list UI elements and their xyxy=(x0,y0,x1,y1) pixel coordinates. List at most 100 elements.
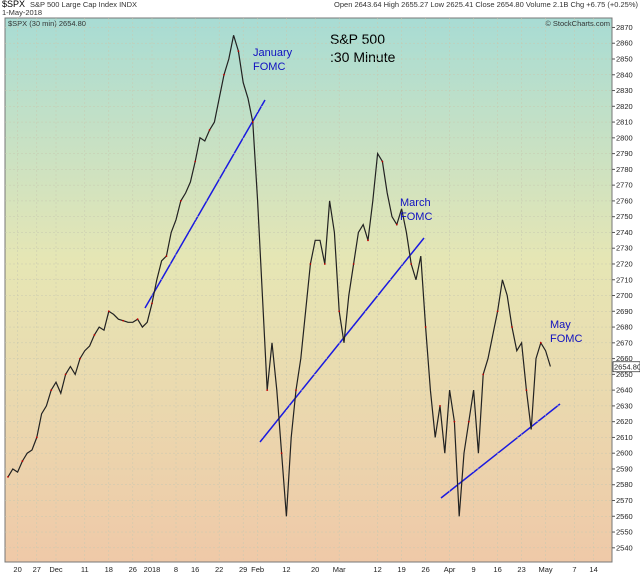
x-tick-label: 18 xyxy=(105,565,113,574)
price-point xyxy=(7,475,9,478)
x-tick-label: Feb xyxy=(251,565,264,574)
price-point xyxy=(323,263,326,265)
x-tick-label: 16 xyxy=(191,565,199,574)
date: 1-May-2018 xyxy=(2,8,42,17)
price-point xyxy=(194,160,197,163)
price-point xyxy=(511,326,513,328)
y-tick-label: 2820 xyxy=(616,102,633,111)
x-tick-label: 8 xyxy=(174,565,178,574)
x-tick-label: May xyxy=(539,565,553,574)
y-tick-label: 2730 xyxy=(616,244,633,253)
x-tick-label: 26 xyxy=(129,565,137,574)
annotation: FOMC xyxy=(253,61,285,73)
x-tick-label: 23 xyxy=(517,565,525,574)
quote: Open 2643.64 High 2655.27 Low 2625.41 Cl… xyxy=(334,0,638,9)
y-tick-label: 2710 xyxy=(616,275,633,284)
y-tick-label: 2840 xyxy=(616,70,633,79)
x-tick-label: Dec xyxy=(49,565,63,574)
y-tick-label: 2610 xyxy=(616,433,633,442)
legend: $SPX (30 min) 2654.80 xyxy=(8,19,86,28)
y-tick-label: 2850 xyxy=(616,54,633,63)
price-point xyxy=(251,121,254,123)
x-tick-label: 20 xyxy=(13,565,21,574)
price-point xyxy=(266,389,269,392)
y-tick-label: 2700 xyxy=(616,291,633,300)
plot-area xyxy=(4,17,613,563)
x-tick-label: 12 xyxy=(373,565,381,574)
y-tick-label: 2580 xyxy=(616,480,633,489)
trend-line xyxy=(259,237,425,443)
x-tick-label: 7 xyxy=(572,565,576,574)
price-point xyxy=(122,319,125,322)
x-tick-label: 29 xyxy=(239,565,247,574)
price-point xyxy=(467,420,470,423)
last-price-label: 2654.80 xyxy=(614,362,640,371)
price-point xyxy=(79,357,81,360)
x-tick-label: 27 xyxy=(33,565,41,574)
y-tick-label: 2690 xyxy=(616,307,633,316)
x-tick-label: 2018 xyxy=(144,565,161,574)
y-tick-label: 2740 xyxy=(616,228,633,237)
credit: © StockCharts.com xyxy=(545,19,610,28)
y-tick-label: 2810 xyxy=(616,118,633,127)
price-point xyxy=(208,129,211,131)
price-point xyxy=(223,73,225,76)
price-point xyxy=(35,436,38,439)
y-tick-label: 2750 xyxy=(616,212,633,221)
annotation: May xyxy=(550,319,571,331)
last-price-box xyxy=(612,361,640,373)
y-tick-label: 2620 xyxy=(616,417,633,426)
x-tick-label: 16 xyxy=(493,565,501,574)
x-tick-label: 26 xyxy=(421,565,429,574)
price-point xyxy=(107,310,110,313)
y-tick-label: 2760 xyxy=(616,196,633,205)
y-tick-label: 2800 xyxy=(616,133,633,142)
y-tick-label: 2660 xyxy=(616,354,633,363)
price-point xyxy=(165,255,168,257)
price-point xyxy=(295,389,297,392)
price-point xyxy=(280,452,283,455)
price-point xyxy=(151,302,153,305)
x-tick-label: Apr xyxy=(444,565,456,574)
annotation: March xyxy=(400,197,431,209)
y-tick-label: 2630 xyxy=(616,401,633,410)
price-point xyxy=(309,263,312,265)
x-tick-label: 14 xyxy=(589,565,597,574)
price-point xyxy=(496,310,499,313)
trend-line xyxy=(440,403,561,499)
annotation: FOMC xyxy=(550,333,582,345)
y-tick-label: 2670 xyxy=(616,338,633,347)
price-point xyxy=(453,420,456,423)
price-line xyxy=(7,35,551,517)
y-tick-label: 2680 xyxy=(616,323,633,332)
y-tick-label: 2550 xyxy=(616,528,633,537)
x-tick-label: 20 xyxy=(311,565,319,574)
chart-subtitle: :30 Minute xyxy=(330,49,396,65)
x-tick-label: 11 xyxy=(81,565,89,574)
y-tick-label: 2650 xyxy=(616,370,633,379)
y-tick-label: 2860 xyxy=(616,39,633,48)
price-point xyxy=(525,389,528,392)
price-point xyxy=(338,310,341,313)
symbol: $SPX xyxy=(2,0,25,9)
x-tick-label: 9 xyxy=(472,565,476,574)
y-tick-label: 2600 xyxy=(616,449,633,458)
annotation: FOMC xyxy=(400,211,432,223)
price-point xyxy=(64,373,67,376)
price-point xyxy=(237,50,240,53)
y-tick-label: 2870 xyxy=(616,23,633,32)
price-point xyxy=(93,334,96,336)
price-point xyxy=(482,373,485,376)
y-tick-label: 2590 xyxy=(616,464,633,473)
price-point xyxy=(136,318,139,321)
x-tick-label: 19 xyxy=(397,565,405,574)
price-point xyxy=(381,160,384,163)
y-tick-label: 2770 xyxy=(616,181,633,190)
price-point xyxy=(352,263,355,265)
price-point xyxy=(179,200,182,202)
annotation: January xyxy=(253,47,293,59)
x-tick-label: 12 xyxy=(282,565,290,574)
price-point xyxy=(367,239,369,242)
y-tick-label: 2640 xyxy=(616,386,633,395)
